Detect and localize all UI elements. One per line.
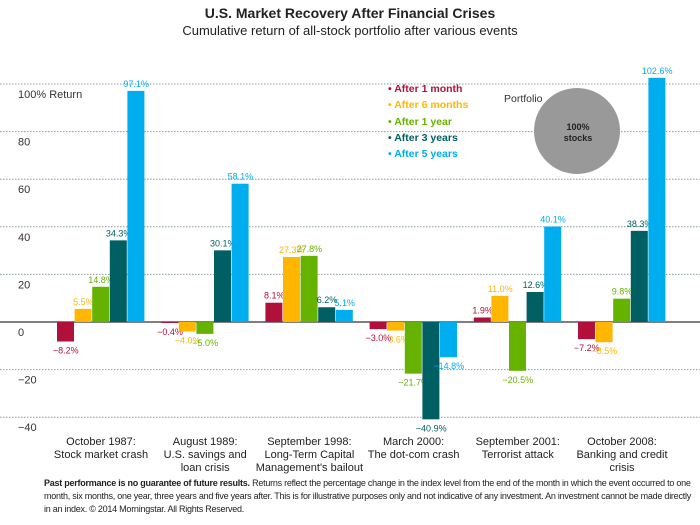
legend-item: • After 6 months bbox=[388, 99, 469, 112]
bar bbox=[265, 302, 283, 322]
bar bbox=[595, 322, 613, 343]
data-label: 5.5% bbox=[73, 297, 94, 307]
bar bbox=[369, 322, 387, 330]
data-label: −3.6% bbox=[383, 335, 409, 345]
portfolio-text: stocks bbox=[564, 133, 593, 143]
bar bbox=[613, 298, 631, 322]
portfolio-text: 100% bbox=[566, 122, 589, 132]
y-tick-label: 0 bbox=[18, 327, 24, 339]
data-label: −3.0% bbox=[366, 333, 392, 343]
data-label: 11.0% bbox=[488, 284, 513, 294]
data-label: −0.4% bbox=[157, 327, 183, 337]
data-label: 8.1% bbox=[264, 291, 285, 301]
data-label: 102.6% bbox=[642, 66, 673, 76]
bar bbox=[509, 322, 526, 371]
bar bbox=[404, 322, 422, 374]
chart-subtitle: Cumulative return of all-stock portfolio… bbox=[182, 23, 518, 38]
x-category-label: September 2001: Terrorist attack bbox=[475, 436, 560, 461]
data-label: −7.2% bbox=[574, 343, 600, 353]
data-label: 1.9% bbox=[472, 305, 493, 315]
bar bbox=[630, 230, 648, 322]
chart-title: U.S. Market Recovery After Financial Cri… bbox=[204, 5, 496, 21]
bar bbox=[178, 322, 196, 332]
x-category-label: March 2000: The dot-com crash bbox=[367, 436, 460, 461]
bar bbox=[92, 286, 110, 322]
legend-item: • After 5 years bbox=[388, 148, 458, 161]
data-label: 40.1% bbox=[540, 215, 566, 225]
portfolio-circle bbox=[534, 88, 620, 174]
bar bbox=[74, 308, 92, 322]
data-label: −4.0% bbox=[175, 336, 201, 346]
data-label: 27.8% bbox=[297, 244, 323, 254]
bar bbox=[440, 322, 457, 358]
y-tick-label: 20 bbox=[18, 279, 30, 291]
data-label: 38.3% bbox=[627, 219, 653, 229]
bar bbox=[196, 322, 214, 334]
y-tick-label: 40 bbox=[18, 232, 30, 244]
bar bbox=[161, 322, 179, 323]
disclaimer-footer: Past performance is no guarantee of futu… bbox=[44, 477, 694, 516]
data-label: −5.0% bbox=[192, 338, 218, 348]
bar bbox=[648, 77, 666, 322]
bar bbox=[109, 240, 127, 322]
data-label: 9.8% bbox=[612, 287, 633, 297]
y-tick-label: 80 bbox=[18, 137, 30, 149]
data-label: 12.6% bbox=[523, 280, 549, 290]
data-label: −40.9% bbox=[416, 423, 447, 433]
data-label: −20.5% bbox=[502, 375, 533, 385]
footer-bold: Past performance is no guarantee of futu… bbox=[44, 478, 250, 488]
data-label: 58.1% bbox=[228, 172, 254, 182]
legend-item: • After 1 year bbox=[388, 115, 452, 128]
y-tick-label: 60 bbox=[18, 184, 30, 196]
data-label: 30.1% bbox=[210, 238, 236, 248]
data-label: 97.1% bbox=[123, 79, 149, 89]
bar bbox=[491, 295, 509, 322]
bar bbox=[318, 307, 336, 322]
bar bbox=[422, 322, 440, 420]
y-tick-label: −40 bbox=[18, 422, 37, 434]
data-label: −8.5% bbox=[592, 346, 618, 356]
x-category-label: October 1987: Stock market crash bbox=[53, 436, 149, 461]
bar bbox=[387, 322, 405, 331]
footer-text: Returns reflect the percentage change in… bbox=[44, 478, 691, 514]
bar bbox=[231, 183, 249, 322]
bar bbox=[57, 322, 74, 342]
portfolio-label: Portfolio bbox=[504, 93, 543, 105]
bar bbox=[283, 257, 300, 322]
legend-item: • After 1 month bbox=[388, 83, 463, 95]
data-label: −14.8% bbox=[433, 361, 464, 371]
x-category-label: September 1998: Long-Term Capital Manageme… bbox=[255, 436, 364, 474]
data-label: 34.3% bbox=[106, 228, 132, 238]
bar bbox=[544, 226, 562, 322]
bar bbox=[578, 322, 595, 340]
bar bbox=[300, 255, 318, 322]
data-label: 14.8% bbox=[88, 275, 114, 285]
x-category-label: October 2008: Banking and credit crisis bbox=[576, 436, 668, 474]
data-label: −21.7% bbox=[398, 378, 429, 388]
bar bbox=[335, 309, 353, 322]
legend-item: • After 3 years bbox=[388, 131, 458, 144]
data-label: −8.2% bbox=[53, 346, 79, 356]
data-label: 27.3% bbox=[279, 245, 305, 255]
bar bbox=[526, 292, 544, 322]
bar bbox=[473, 317, 491, 322]
data-label: 6.2% bbox=[317, 295, 338, 305]
data-label: 5.1% bbox=[334, 298, 355, 308]
x-category-label: August 1989: U.S. savings and loan crisis bbox=[163, 436, 247, 474]
bar bbox=[127, 90, 145, 322]
bar bbox=[214, 250, 231, 322]
y-tick-label: 100% Return bbox=[18, 89, 82, 101]
y-tick-label: −20 bbox=[18, 375, 37, 387]
